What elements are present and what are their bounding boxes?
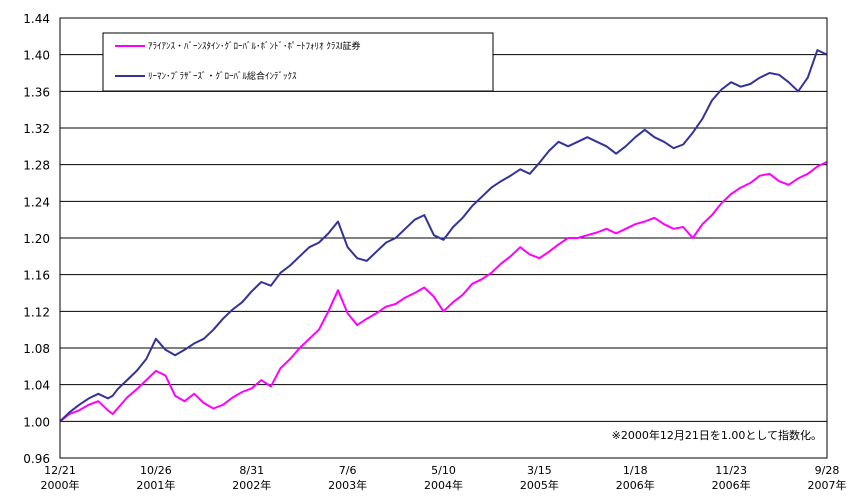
y-tick-label: 1.16: [23, 269, 50, 283]
y-tick-label: 1.08: [23, 342, 50, 356]
y-tick-label: 1.24: [23, 195, 50, 209]
x-tick-year: 2003年: [328, 478, 367, 492]
x-tick-date: 9/28: [815, 464, 840, 477]
x-tick-date: 11/23: [715, 464, 747, 477]
legend-box: [102, 32, 494, 92]
y-tick-label: 1.00: [23, 415, 50, 429]
legend-label-alliance: ｱﾗｲｱﾝｽ・ﾊﾞｰﾝｽﾀｲﾝ･ｸﾞﾛｰﾊﾞﾙ･ﾎﾞﾝﾄﾞ･ﾎﾟｰﾄﾌｫﾘｵ ｸ…: [148, 40, 361, 52]
y-tick-label: 1.12: [23, 305, 50, 319]
x-tick-year: 2006年: [616, 478, 655, 492]
chart-annotation: ※2000年12月21日を1.00として指数化。: [612, 428, 822, 442]
x-tick-date: 10/26: [140, 464, 172, 477]
x-tick-year: 2007年: [808, 478, 847, 492]
series-lines: [59, 49, 828, 423]
plot-area-frame: [59, 17, 828, 459]
x-tick-date: 5/10: [431, 464, 456, 477]
x-tick-date: 12/21: [44, 464, 76, 477]
x-tick-date: 8/31: [239, 464, 264, 477]
x-tick-year: 2005年: [520, 478, 559, 492]
y-tick-label: 0.96: [23, 452, 50, 466]
y-tick-label: 1.28: [23, 159, 50, 173]
y-tick-label: 1.04: [23, 379, 50, 393]
x-tick-date: 7/6: [339, 464, 357, 477]
x-tick-year: 2001年: [136, 478, 175, 492]
y-tick-label: 1.44: [23, 12, 50, 26]
legend: ｱﾗｲｱﾝｽ・ﾊﾞｰﾝｽﾀｲﾝ･ｸﾞﾛｰﾊﾞﾙ･ﾎﾞﾝﾄﾞ･ﾎﾟｰﾄﾌｫﾘｵ ｸ…: [102, 32, 494, 92]
x-tick-year: 2004年: [424, 478, 463, 492]
series-line-alliance: [59, 160, 828, 423]
y-tick-label: 1.36: [23, 85, 50, 99]
x-tick-date: 1/18: [623, 464, 648, 477]
legend-label-lehman: ﾘｰﾏﾝ･ﾌﾞﾗｻﾞｰｽﾞ・ｸﾞﾛｰﾊﾞﾙ総合ｲﾝﾃﾞｯｸｽ: [148, 70, 297, 82]
y-tick-label: 1.32: [23, 122, 50, 136]
y-axis-tick-labels: 0.96 1.00 1.04 1.08 1.12 1.16 1.20 1.24 1.28 1.32…: [23, 12, 50, 466]
y-tick-label: 1.40: [23, 49, 50, 63]
x-tick-year: 2006年: [712, 478, 751, 492]
x-tick-year: 2002年: [232, 478, 271, 492]
x-tick-year: 2000年: [41, 478, 80, 492]
y-tick-label: 1.20: [23, 232, 50, 246]
x-tick-date: 3/15: [527, 464, 552, 477]
series-line-lehman: [59, 49, 828, 423]
